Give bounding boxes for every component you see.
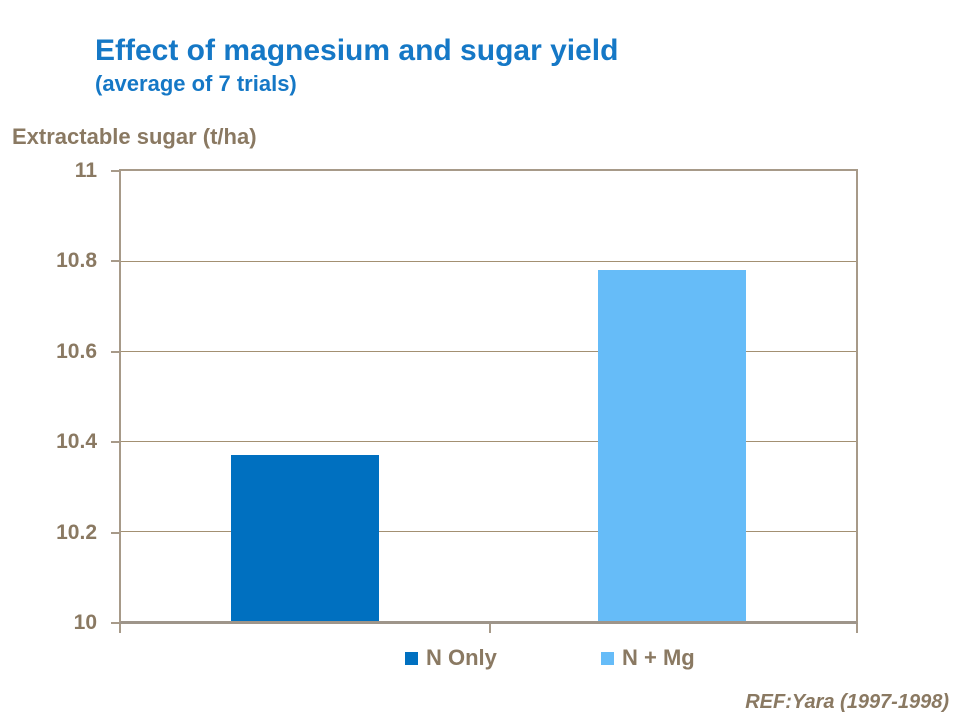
legend-swatch-icon xyxy=(601,651,614,665)
bar-n-only xyxy=(231,455,379,621)
y-tick-label: 10 xyxy=(73,611,97,634)
y-tick-mark xyxy=(111,170,119,172)
y-tick-mark xyxy=(111,260,119,262)
reference-text: REF:Yara (1997-1998) xyxy=(745,691,949,713)
legend-swatch-icon xyxy=(405,651,418,665)
y-tick-mark xyxy=(111,441,119,443)
chart-title: Effect of magnesium and sugar yield xyxy=(95,34,619,67)
plot-area xyxy=(119,169,858,624)
y-tick-label: 10.6 xyxy=(56,340,97,363)
y-tick-label: 10.8 xyxy=(56,249,97,272)
legend-label: N + Mg xyxy=(622,645,695,670)
gridline xyxy=(121,441,856,442)
gridline xyxy=(121,351,856,352)
x-tick-mark xyxy=(119,624,121,633)
bar-n-mg xyxy=(598,270,746,621)
y-tick-mark xyxy=(111,622,119,624)
legend-label: N Only xyxy=(426,645,497,670)
y-tick-mark xyxy=(111,532,119,534)
y-tick-label: 10.2 xyxy=(56,521,97,544)
legend-item-n-mg: N + Mg xyxy=(601,645,695,671)
gridline xyxy=(121,531,856,532)
y-tick-label: 10.4 xyxy=(56,430,97,453)
chart-subtitle: (average of 7 trials) xyxy=(95,71,297,96)
y-axis-title: Extractable sugar (t/ha) xyxy=(12,124,257,149)
x-tick-mark xyxy=(856,624,858,633)
legend-item-n-only: N Only xyxy=(405,645,497,671)
y-tick-label: 11 xyxy=(74,159,97,182)
x-tick-mark xyxy=(489,624,491,633)
y-tick-mark xyxy=(111,351,119,353)
gridline xyxy=(121,261,856,262)
